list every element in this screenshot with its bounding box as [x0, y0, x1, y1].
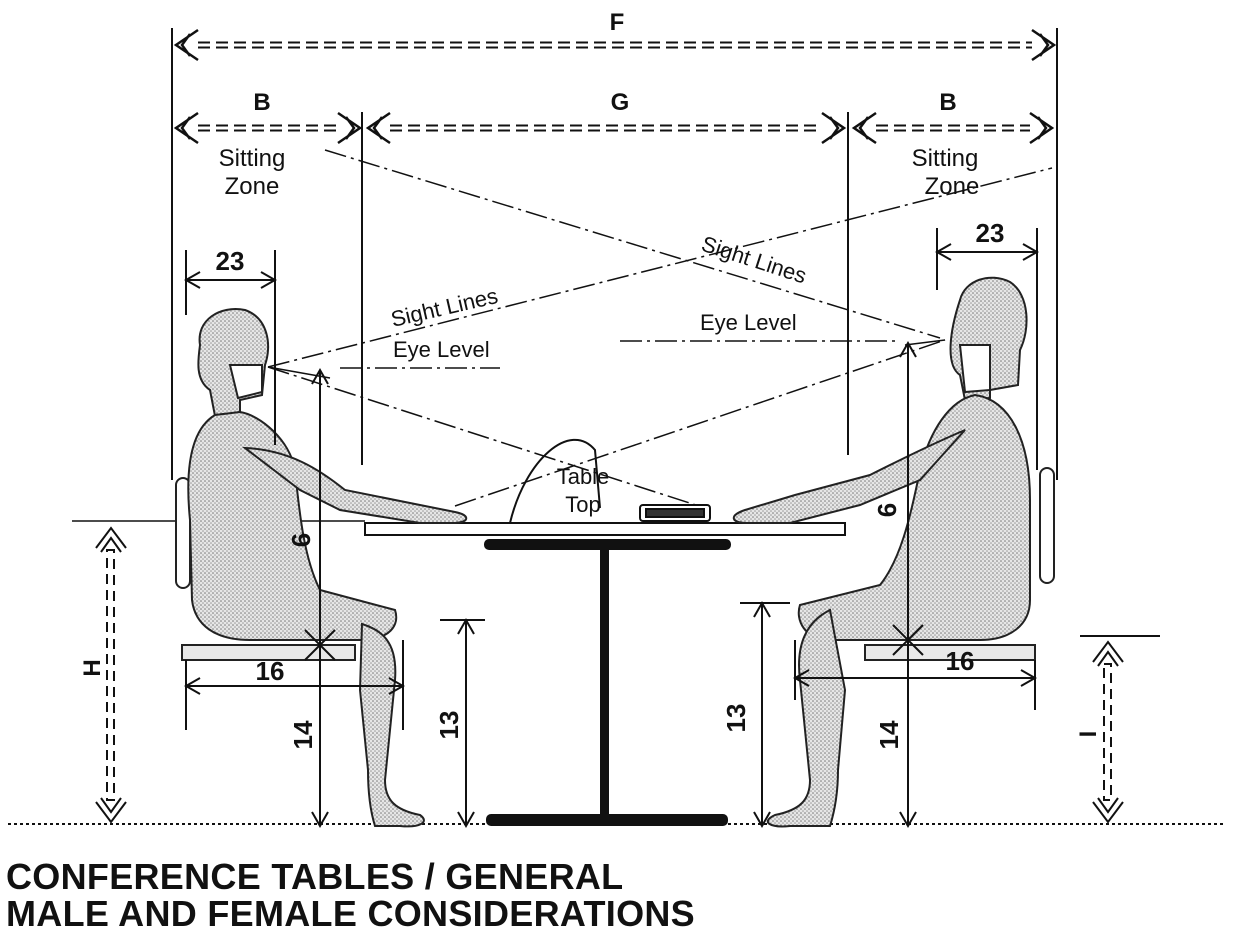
figure-title-line2: MALE AND FEMALE CONSIDERATIONS: [6, 893, 695, 934]
sight-lines-right-label: Sight Lines: [698, 231, 809, 288]
female-figure: [175, 308, 468, 828]
right-knee-height-label: 13: [721, 704, 751, 733]
eye-level-lines: [340, 340, 900, 369]
left-dims: [183, 250, 485, 829]
dimension-b-left-label: B: [253, 89, 270, 116]
dimension-i: [1092, 640, 1124, 824]
sitting-zone-left-line2: Zone: [225, 173, 280, 200]
dimension-b-left: [173, 111, 363, 145]
left-seat-height-label: 14: [288, 720, 318, 749]
dimension-h: [95, 526, 127, 824]
left-eye-height-label: 6: [286, 533, 316, 547]
sight-lines: [267, 149, 1053, 509]
right-seat-height-label: 14: [874, 720, 904, 749]
dimension-b-right: [851, 111, 1055, 145]
male-figure: [732, 276, 1055, 828]
left-buttock-knee-label: 16: [256, 656, 285, 686]
table-top-label-line2: Top: [565, 492, 600, 517]
right-eye-height-label: 6: [872, 503, 902, 517]
sitting-zone-right-line2: Zone: [925, 173, 980, 200]
left-head-depth-label: 23: [216, 246, 245, 276]
sight-lines-left-label: Sight Lines: [389, 283, 501, 332]
table: [72, 438, 846, 826]
right-buttock-knee-label: 16: [946, 646, 975, 676]
dimension-g-label: G: [611, 89, 630, 116]
dimension-f: [171, 28, 1058, 480]
dimension-f-label: F: [610, 9, 625, 36]
dimension-g: [361, 111, 849, 465]
figure-title-line1: CONFERENCE TABLES / GENERAL: [6, 856, 624, 897]
sitting-zone-left-line1: Sitting: [219, 145, 286, 172]
dimension-h-label: H: [79, 659, 106, 676]
eye-level-left-label: Eye Level: [393, 337, 490, 362]
right-dims: [740, 228, 1160, 829]
eye-level-right-label: Eye Level: [700, 310, 797, 335]
dimension-i-label: I: [1075, 731, 1102, 738]
table-top-label-line1: Table: [557, 464, 610, 489]
dimension-b-right-label: B: [939, 89, 956, 116]
right-head-depth-label: 23: [976, 218, 1005, 248]
left-knee-height-label: 13: [434, 711, 464, 740]
sitting-zone-right-line1: Sitting: [912, 145, 979, 172]
